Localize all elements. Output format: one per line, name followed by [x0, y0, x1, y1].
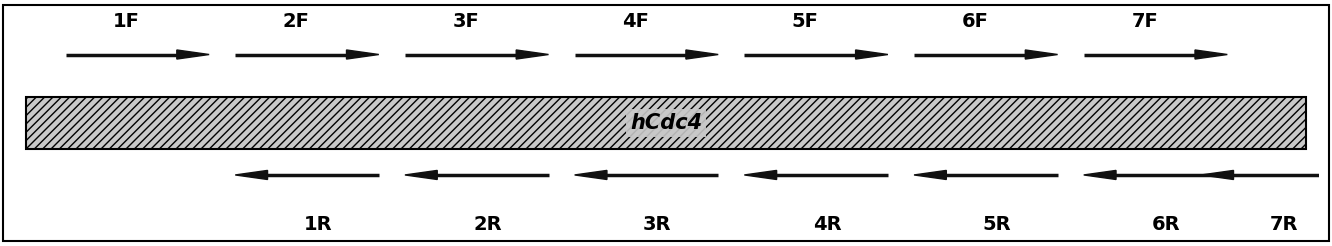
- Polygon shape: [405, 170, 437, 180]
- Polygon shape: [914, 170, 946, 180]
- Bar: [27, 97, 1305, 149]
- Polygon shape: [1201, 170, 1233, 180]
- Polygon shape: [236, 170, 268, 180]
- Text: 4F: 4F: [622, 12, 649, 31]
- Polygon shape: [1084, 170, 1116, 180]
- Text: 2R: 2R: [473, 215, 502, 234]
- Polygon shape: [177, 50, 209, 59]
- Text: 4R: 4R: [813, 215, 842, 234]
- Text: hCdc4: hCdc4: [630, 113, 702, 133]
- Text: 6R: 6R: [1152, 215, 1180, 234]
- Polygon shape: [745, 170, 777, 180]
- Polygon shape: [517, 50, 549, 59]
- Polygon shape: [574, 170, 607, 180]
- Polygon shape: [1026, 50, 1058, 59]
- Text: 3F: 3F: [453, 12, 480, 31]
- Polygon shape: [686, 50, 718, 59]
- Text: 7F: 7F: [1131, 12, 1158, 31]
- Text: 7R: 7R: [1269, 215, 1297, 234]
- Text: 5R: 5R: [982, 215, 1011, 234]
- Text: 2F: 2F: [282, 12, 310, 31]
- Text: 1F: 1F: [113, 12, 140, 31]
- Polygon shape: [1195, 50, 1227, 59]
- Text: 6F: 6F: [962, 12, 988, 31]
- Text: 5F: 5F: [793, 12, 819, 31]
- Polygon shape: [346, 50, 378, 59]
- Text: 1R: 1R: [304, 215, 332, 234]
- Polygon shape: [855, 50, 888, 59]
- Text: 3R: 3R: [643, 215, 671, 234]
